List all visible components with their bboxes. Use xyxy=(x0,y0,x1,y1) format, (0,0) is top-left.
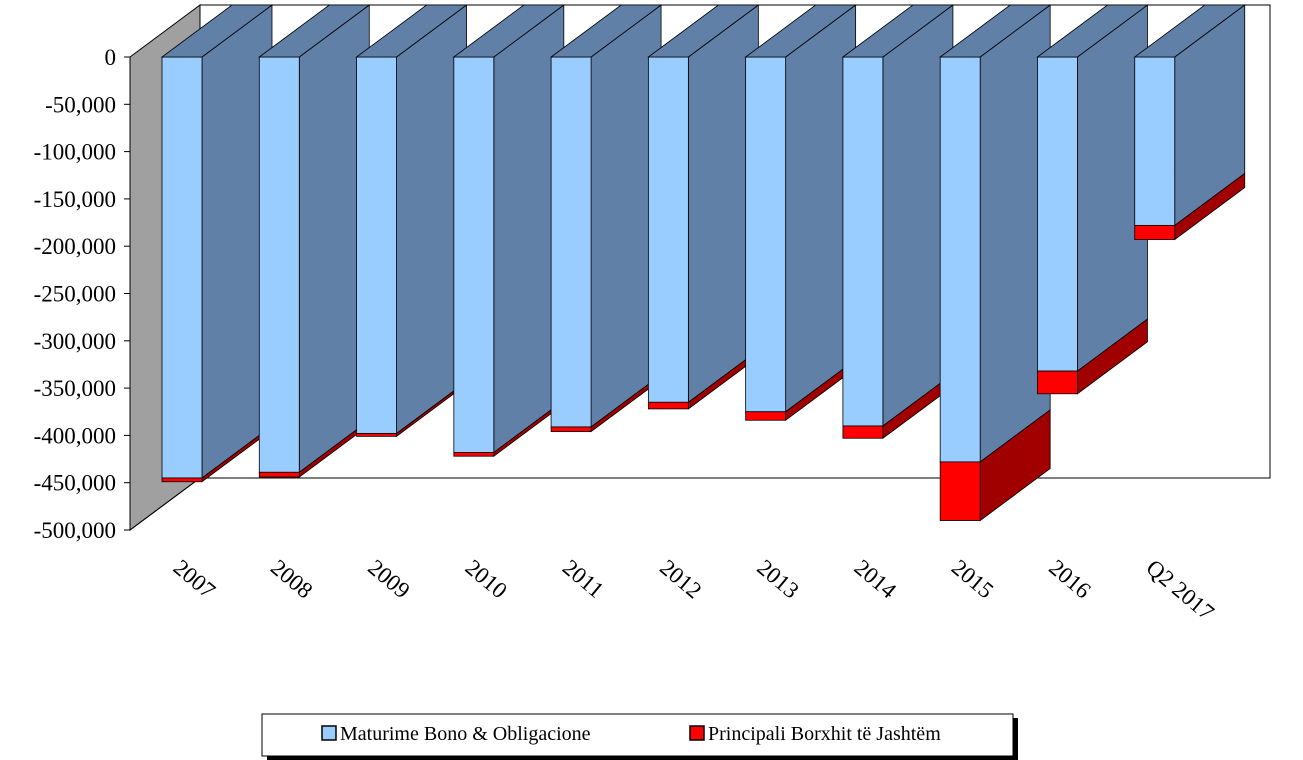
bar-front-1 xyxy=(453,452,495,457)
bar-front-1 xyxy=(647,401,689,410)
bar-front-0 xyxy=(356,56,397,434)
bar-front-1 xyxy=(842,425,884,439)
legend-label: Maturime Bono & Obligacione xyxy=(340,723,591,745)
bar-front-0 xyxy=(550,56,592,428)
y-tick-label: -450,000 xyxy=(34,471,116,496)
legend: Maturime Bono & Obligacione Principali Bo… xyxy=(261,713,1018,760)
bar-top xyxy=(647,4,760,58)
legend-box xyxy=(261,713,1014,757)
legend-swatch xyxy=(689,725,705,741)
bar-front-1 xyxy=(1037,370,1078,395)
bar-top xyxy=(258,4,371,58)
bar-front-1 xyxy=(258,471,300,478)
y-tick-label: -500,000 xyxy=(34,518,116,543)
bar-front-0 xyxy=(647,56,689,403)
bars xyxy=(160,4,1246,522)
bar-front-1 xyxy=(745,411,787,421)
x-axis: 2007 2008 2009 2010 2011 2012 2013 2014 2015 2016… xyxy=(169,555,1219,625)
y-tick-label: 0 xyxy=(105,45,117,70)
bar-front-0 xyxy=(745,56,787,413)
bar-front-0 xyxy=(1134,56,1176,226)
x-tick-label: Q2 2017 xyxy=(1142,555,1219,625)
bar-front-1 xyxy=(161,477,203,483)
y-axis: 0 -50,000 -100,000 -150,000 -200,000 -250,000… xyxy=(34,45,131,543)
x-tick-label: 2008 xyxy=(266,555,317,604)
bar-top xyxy=(1133,4,1246,58)
bar-top xyxy=(1036,4,1149,58)
y-tick-label: -100,000 xyxy=(34,140,116,165)
x-tick-label: 2010 xyxy=(461,555,512,604)
legend-label: Principali Borxhit të Jashtëm xyxy=(708,723,941,745)
x-tick-label: 2013 xyxy=(752,555,803,604)
x-tick-label: 2015 xyxy=(947,555,998,604)
x-tick-label: 2012 xyxy=(655,555,706,604)
y-tick-label: -250,000 xyxy=(34,282,116,307)
bar-front-1 xyxy=(550,426,592,433)
y-tick-label: -400,000 xyxy=(34,423,116,448)
x-tick-label: 2016 xyxy=(1044,555,1095,604)
x-tick-label: 2007 xyxy=(169,555,220,604)
y-tick-label: -300,000 xyxy=(34,329,116,354)
y-tick-label: -350,000 xyxy=(34,376,116,401)
x-tick-label: 2011 xyxy=(558,555,609,603)
bar-top xyxy=(744,4,857,58)
x-tick-label: 2009 xyxy=(363,555,414,604)
y-tick-label: -200,000 xyxy=(34,234,116,259)
bar-top xyxy=(841,4,955,58)
bar-top xyxy=(452,4,566,58)
bar-top xyxy=(938,4,1052,58)
x-tick-label: 2014 xyxy=(850,555,902,604)
bar-top xyxy=(160,4,274,58)
bar-front-0 xyxy=(258,56,300,473)
bar-front-0 xyxy=(939,56,981,463)
bar-front-0 xyxy=(161,56,203,479)
bar-top xyxy=(549,4,663,58)
bar-front-1 xyxy=(939,461,981,521)
bar-front-0 xyxy=(1037,56,1078,372)
y-tick-label: -150,000 xyxy=(34,187,116,212)
bar-top xyxy=(355,4,468,58)
bar-front-1 xyxy=(356,433,397,437)
floor-edge xyxy=(129,477,201,531)
legend-swatch xyxy=(321,725,337,741)
bar-front-0 xyxy=(842,56,884,427)
bar-front-0 xyxy=(453,56,495,453)
bar-front-1 xyxy=(1134,224,1176,240)
y-tick-label: -50,000 xyxy=(45,92,116,117)
